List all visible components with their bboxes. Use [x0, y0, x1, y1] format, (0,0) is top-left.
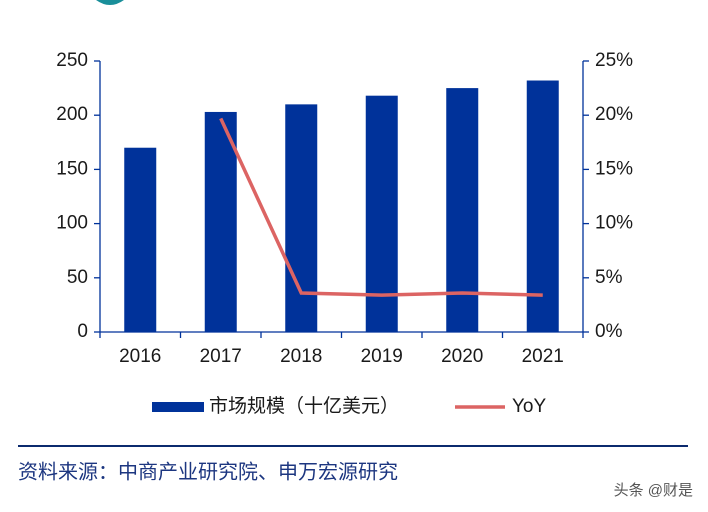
y2-tick-label: 0% — [595, 321, 623, 342]
source-note: 资料来源：中商产业研究院、申万宏源研究 — [18, 460, 398, 483]
bar — [446, 88, 479, 332]
x-tick-label: 2016 — [119, 346, 161, 367]
x-tick-label: 2019 — [361, 346, 403, 367]
legend-label: YoY — [512, 396, 546, 417]
legend-swatch — [152, 402, 204, 412]
bar — [204, 111, 237, 332]
x-tick-label: 2017 — [200, 346, 242, 367]
y2-tick-label: 15% — [595, 158, 633, 179]
x-tick-label: 2020 — [441, 346, 483, 367]
bar — [124, 147, 157, 332]
line — [219, 117, 543, 297]
y2-tick-label: 5% — [595, 267, 623, 288]
legend-label: 市场规模（十亿美元） — [209, 395, 399, 417]
bar — [285, 104, 318, 332]
y-tick-label: 150 — [56, 158, 88, 179]
y-tick-label: 100 — [56, 213, 88, 234]
watermark: 头条 @财是 — [614, 482, 693, 499]
x-tick-label: 2018 — [280, 346, 322, 367]
y-tick-label: 250 — [56, 50, 88, 71]
y2-tick-label: 25% — [595, 50, 633, 71]
x-tick-label: 2021 — [522, 346, 564, 367]
y-tick-label: 50 — [67, 267, 88, 288]
decoration — [96, 0, 124, 5]
y-tick-label: 0 — [77, 321, 88, 342]
bar — [526, 80, 559, 333]
y2-tick-label: 20% — [595, 104, 633, 125]
y-tick-label: 200 — [56, 104, 88, 125]
y2-tick-label: 10% — [595, 213, 633, 234]
bar — [365, 95, 398, 332]
